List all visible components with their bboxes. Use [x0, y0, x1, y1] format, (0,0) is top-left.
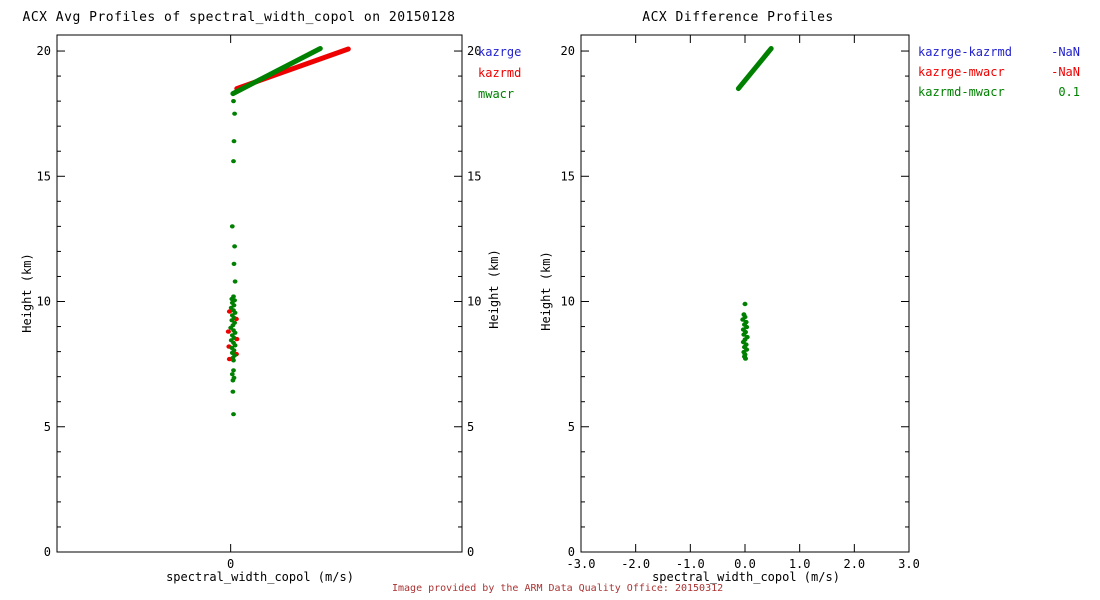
legend-item-kazrge: kazrge	[478, 45, 522, 59]
y-tick-label: 10	[561, 295, 575, 309]
plot-panel-1: -3.0 -2.0 -1.0 0.0 1.0 2.0 3.0 0 5 10 15 20	[561, 34, 920, 571]
y-tick-label: 15	[37, 169, 51, 183]
series-mwacr-profile-line	[230, 46, 323, 97]
plot-panel-0: 0 0 0 5 5 10 10 15 15 20 20	[37, 34, 482, 571]
x-tick-label: -2.0	[621, 557, 650, 571]
series-mwacr-profile-dots	[228, 99, 238, 417]
legend-value: -NaN	[1051, 65, 1080, 79]
legend-label: kazrmd-mwacr	[918, 85, 1005, 99]
legend-item-mwacr: mwacr	[478, 87, 515, 101]
y-tick-label-right: 5	[467, 420, 474, 434]
x-tick-label: -1.0	[676, 557, 705, 571]
left-panel-right-y-axis-label: Height (km)	[487, 249, 501, 329]
attribution-text: Image provided by the ARM Data Quality O…	[392, 583, 724, 594]
y-tick-label-right: 0	[467, 545, 474, 559]
y-tick-label-right: 20	[467, 44, 481, 58]
x-ticks: 0	[227, 35, 234, 571]
left-plot-legend: kazrge kazrmd mwacr	[478, 42, 521, 105]
y-tick-label: 0	[44, 545, 51, 559]
legend-label: kazrge-kazrmd	[918, 45, 1012, 59]
y-tick-label: 0	[568, 545, 575, 559]
y-tick-label-right: 10	[467, 295, 481, 309]
legend-item-kazrge-mwacr: kazrge-mwacr -NaN	[918, 62, 1080, 82]
x-tick-label: -3.0	[567, 557, 596, 571]
y-tick-label: 20	[37, 44, 51, 58]
series-kazrmd-mwacr-diff-dots	[740, 301, 750, 361]
left-plot-title: ACX Avg Profiles of spectral_width_copol…	[22, 10, 456, 25]
x-tick-label: 3.0	[898, 557, 920, 571]
x-tick-label: 2.0	[843, 557, 865, 571]
legend-value: 0.1	[1058, 85, 1080, 99]
left-y-axis-label: Height (km)	[20, 253, 34, 333]
right-x-axis-label: spectral_width_copol (m/s)	[652, 570, 840, 584]
y-tick-label: 5	[568, 420, 575, 434]
legend-item-kazrge-kazrmd: kazrge-kazrmd -NaN	[918, 42, 1080, 62]
y-ticks: 0 0 5 5 10 10 15 15 20 20	[37, 44, 482, 559]
right-y-axis-label: Height (km)	[539, 251, 553, 331]
legend-label: kazrge-mwacr	[918, 65, 1005, 79]
axes-frame	[580, 34, 910, 553]
legend-item-kazrmd-mwacr: kazrmd-mwacr 0.1	[918, 82, 1080, 102]
x-ticks: -3.0 -2.0 -1.0 0.0 1.0 2.0 3.0	[567, 35, 920, 571]
y-tick-label: 10	[37, 295, 51, 309]
x-tick-label: 0.0	[734, 557, 756, 571]
right-plot-legend: kazrge-kazrmd -NaN kazrge-mwacr -NaN kazrmd-…	[918, 42, 1080, 102]
right-plot-title: ACX Difference Profiles	[642, 10, 834, 25]
x-tick-label: 0	[227, 557, 234, 571]
left-x-axis-label: spectral_width_copol (m/s)	[166, 570, 354, 584]
y-tick-label: 15	[561, 169, 575, 183]
y-tick-label: 5	[44, 420, 51, 434]
axes-frame	[56, 34, 463, 553]
legend-item-kazrmd: kazrmd	[478, 66, 522, 80]
series-kazrmd-mwacr-diff-line	[735, 46, 774, 92]
y-tick-label: 20	[561, 44, 575, 58]
legend-value: -NaN	[1051, 45, 1080, 59]
y-ticks: 0 5 10 15 20	[561, 44, 909, 559]
x-tick-label: 1.0	[789, 557, 811, 571]
y-tick-label-right: 15	[467, 169, 481, 183]
